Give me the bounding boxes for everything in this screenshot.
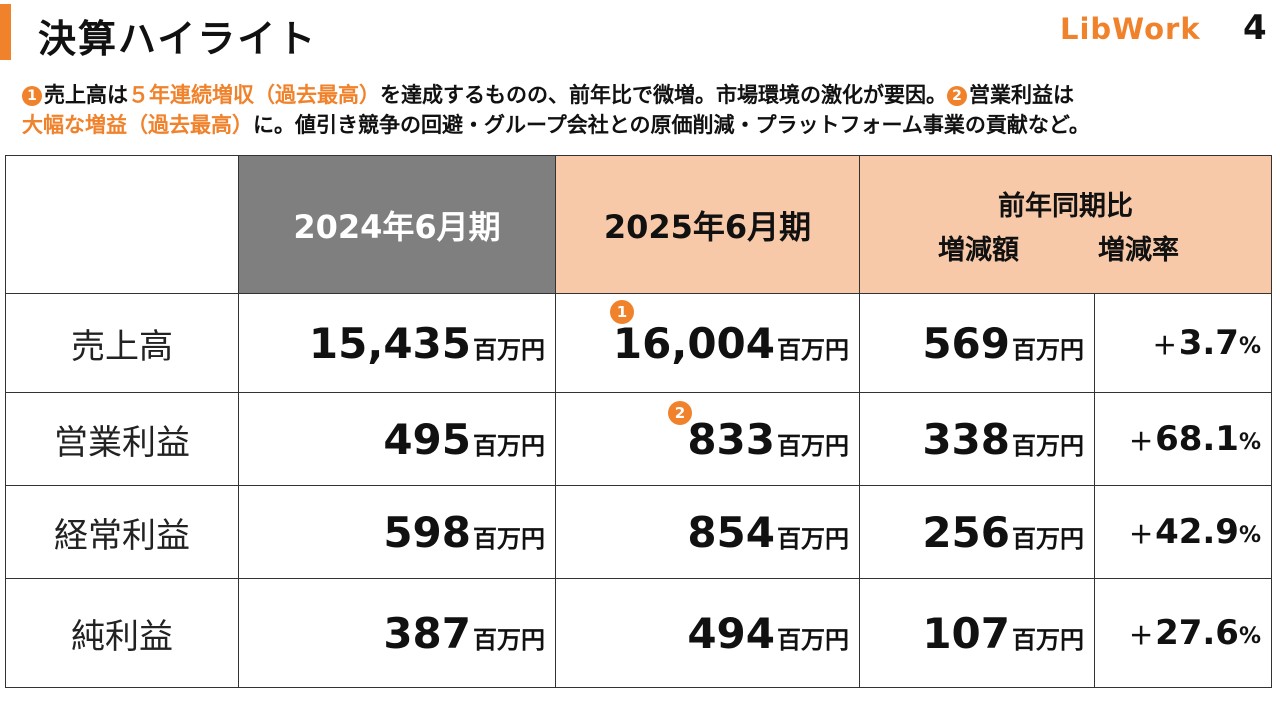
value: 15,435 [308, 318, 471, 368]
value: 107 [922, 608, 1010, 658]
header-change-rate: 増減率 [1098, 235, 1179, 266]
summary-part-4: に。値引き競争の回避・グループ会社との原価削減・プラットフォーム事業の貢献など。 [253, 113, 1090, 137]
title-accent-bar [0, 4, 11, 60]
financial-highlights-table: 2024年6月期 2025年6月期 前年同期比 増減額 増減率 売上高 15,4… [5, 155, 1272, 688]
libwork-logo: LibWork [1060, 12, 1201, 46]
sign: ＋ [1129, 621, 1154, 650]
sign: ＋ [1152, 331, 1177, 360]
percent-sign: % [1238, 522, 1261, 548]
unit: 百万円 [473, 625, 545, 654]
percent-sign: % [1238, 623, 1261, 649]
unit: 百万円 [777, 431, 849, 460]
cell-sales-fy2024: 15,435 百万円 [238, 293, 556, 393]
cell-sales-change: 569 百万円 [859, 293, 1095, 393]
unit: 百万円 [777, 335, 849, 364]
value: 42.9 [1155, 512, 1239, 552]
summary-highlight-2: 大幅な増益（過去最高） [22, 113, 253, 137]
unit: 百万円 [1012, 524, 1084, 553]
value: 256 [922, 507, 1010, 557]
marker-2-icon: 2 [668, 401, 692, 425]
cell-operating-income-rate: ＋ 68.1% [1094, 392, 1272, 486]
cell-ordinary-income-fy2024: 598 百万円 [238, 485, 556, 579]
unit: 百万円 [1012, 431, 1084, 460]
header-fy2024-label: 2024年6月期 [293, 207, 501, 246]
unit: 百万円 [473, 335, 545, 364]
unit: 百万円 [777, 625, 849, 654]
value: 598 [383, 507, 471, 557]
value: 854 [687, 507, 775, 557]
summary-part-1: 売上高は [44, 83, 128, 107]
percent-sign: % [1238, 333, 1261, 359]
summary-text: 1 売上高は５年連続増収（過去最高）を達成するものの、前年比で微増。市場環境の激化… [22, 80, 1272, 140]
percent-sign: % [1238, 429, 1261, 455]
sign: ＋ [1129, 520, 1154, 549]
header-fy2025-label: 2025年6月期 [603, 207, 812, 246]
row-label-operating-income: 営業利益 [5, 392, 239, 486]
unit: 百万円 [1012, 625, 1084, 654]
marker-1-icon: 1 [610, 300, 634, 324]
cell-operating-income-change: 338 百万円 [859, 392, 1095, 486]
value: 833 [687, 414, 775, 464]
marker-2-icon: 2 [947, 86, 967, 106]
header-fy2024: 2024年6月期 [238, 155, 556, 294]
value: 16,004 [612, 318, 775, 368]
row-label-ordinary-income: 経常利益 [5, 485, 239, 579]
row-label-sales: 売上高 [5, 293, 239, 393]
page-title: 決算ハイライト [38, 17, 318, 61]
page-number: 4 [1243, 8, 1267, 48]
cell-net-income-rate: ＋ 27.6% [1094, 578, 1272, 688]
unit: 百万円 [473, 524, 545, 553]
value: 569 [922, 318, 1010, 368]
summary-part-2: を達成するものの、前年比で微増。市場環境の激化が要因。 [380, 83, 947, 107]
unit: 百万円 [777, 524, 849, 553]
row-label-net-income: 純利益 [5, 578, 239, 688]
marker-1-icon: 1 [22, 86, 42, 106]
cell-ordinary-income-fy2025: 854 百万円 [555, 485, 860, 579]
cell-net-income-change: 107 百万円 [859, 578, 1095, 688]
summary-highlight-1: ５年連続増収（過去最高） [128, 83, 380, 107]
value: 387 [383, 608, 471, 658]
value: 68.1 [1155, 419, 1239, 459]
cell-ordinary-income-change: 256 百万円 [859, 485, 1095, 579]
header-yoy: 前年同期比 増減額 増減率 [859, 155, 1272, 294]
cell-sales-fy2025: 1 16,004 百万円 [555, 293, 860, 393]
header-fy2025: 2025年6月期 [555, 155, 860, 294]
cell-ordinary-income-rate: ＋ 42.9% [1094, 485, 1272, 579]
value: 495 [383, 414, 471, 464]
cell-sales-rate: ＋ 3.7% [1094, 293, 1272, 393]
sign: ＋ [1129, 427, 1154, 456]
cell-operating-income-fy2025: 2 833 百万円 [555, 392, 860, 486]
cell-operating-income-fy2024: 495 百万円 [238, 392, 556, 486]
value: 3.7 [1178, 323, 1239, 363]
summary-part-3: 営業利益は [969, 83, 1074, 107]
unit: 百万円 [1012, 335, 1084, 364]
header-empty-cell [5, 155, 239, 294]
header-yoy-label: 前年同期比 [998, 191, 1133, 222]
cell-net-income-fy2024: 387 百万円 [238, 578, 556, 688]
unit: 百万円 [473, 431, 545, 460]
value: 27.6 [1155, 613, 1239, 653]
value: 494 [687, 608, 775, 658]
cell-net-income-fy2025: 494 百万円 [555, 578, 860, 688]
header-change-amount: 増減額 [938, 235, 1019, 266]
value: 338 [922, 414, 1010, 464]
